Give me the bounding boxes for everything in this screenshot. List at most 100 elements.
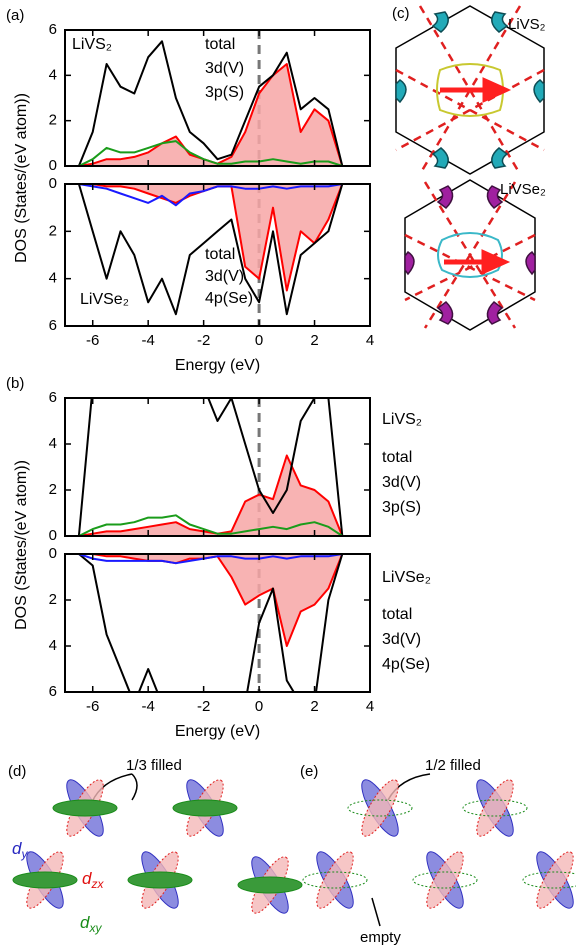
y-tick-label: 0 [49, 527, 57, 544]
x-tick-label: -2 [197, 698, 210, 715]
orbital-lobe [12, 871, 78, 889]
x-tick-label: -6 [86, 332, 99, 349]
y-axis-label: DOS (States/(eV atom)) [13, 460, 30, 630]
x-tick-label: -2 [197, 332, 210, 349]
material-label: LiVSe₂ [382, 569, 431, 586]
x-tick-label: 0 [255, 332, 263, 349]
x-tick-label: -4 [142, 332, 155, 349]
orbital-lobe [302, 871, 368, 889]
series-line [78, 140, 343, 166]
annotation: 1/3 filled [126, 757, 182, 774]
nesting-lines [404, 181, 536, 329]
orbital-label: dxy [80, 913, 102, 935]
orbital-lobe [347, 799, 413, 817]
orbital-lobe [462, 799, 528, 817]
series-line [78, 554, 343, 565]
central-pocket [436, 63, 504, 117]
legend-entry: total [205, 246, 235, 263]
y-tick-label: 0 [49, 545, 57, 562]
legend-entry: 4p(Se) [382, 656, 430, 673]
legend-entry: 3p(S) [382, 499, 421, 516]
fermi-pockets [404, 185, 536, 325]
legend-entry: 3d(V) [205, 60, 244, 77]
zone-boundary [404, 179, 536, 331]
orbital-site [522, 851, 576, 909]
material-label: LiVSe₂ [500, 181, 546, 198]
orbital-lobe [476, 779, 514, 837]
y-tick-label: 6 [49, 317, 57, 334]
orbital-site [412, 851, 478, 909]
x-tick-label: 4 [366, 332, 374, 349]
y-tick-label: 0 [49, 175, 57, 192]
y-tick-label: 6 [49, 389, 57, 406]
legend-entry: 3d(V) [382, 631, 421, 648]
legend-entry: 3d(V) [205, 268, 244, 285]
series-line [77, 398, 344, 536]
x-axis-label: Energy (eV) [175, 357, 260, 374]
orbital-lobe [52, 799, 118, 817]
orbital-lobe [237, 876, 303, 894]
orbital-lobe [316, 851, 354, 909]
orbital-subscript: xy [88, 921, 102, 935]
y-tick-label: 6 [49, 683, 57, 700]
panel-label: (b) [6, 375, 24, 392]
orbital-lobe [426, 851, 464, 909]
orbital-site [172, 779, 238, 837]
plot-frame [64, 397, 371, 537]
orbital-site [127, 851, 193, 909]
material-label: LiVS₂ [382, 411, 422, 428]
x-tick-label: -4 [142, 698, 155, 715]
orbital-lobe [522, 871, 576, 889]
series-line [77, 40, 344, 166]
panel-label: (d) [8, 763, 26, 780]
material-label: LiVS₂ [508, 16, 546, 33]
orbital-lobe [172, 799, 238, 817]
panel-label: (e) [300, 763, 318, 780]
series-line [78, 554, 344, 692]
annotation: empty [360, 929, 401, 946]
legend-entry: 4p(Se) [205, 290, 253, 307]
panel-label: (a) [6, 7, 24, 24]
orbital-site [347, 779, 413, 837]
y-tick-label: 2 [49, 222, 57, 239]
orbital-site [462, 779, 528, 837]
material-label: LiVSe₂ [80, 291, 129, 308]
series-line [78, 554, 344, 647]
x-tick-label: 2 [310, 332, 318, 349]
nesting-vector [440, 77, 512, 103]
x-tick-label: 0 [255, 698, 263, 715]
orbital-lobe [536, 851, 574, 909]
legend-entry: total [382, 449, 412, 466]
orbital-panels: (d) 1/3 filled dyz dzx dxy (e) 1/2 fille… [8, 757, 576, 946]
series-line [78, 454, 344, 536]
x-axis-label: Energy (eV) [175, 723, 260, 740]
plot-frame [64, 29, 371, 167]
orbital-site [52, 779, 118, 837]
plot-area [77, 184, 344, 326]
dos-charts: 0 2 4 6 (a) DOS (States/(eV atom)) LiVS₂ total 3… [6, 7, 431, 740]
plot-area [77, 30, 344, 166]
panel-label: (c) [392, 5, 410, 22]
nesting-lines [395, 5, 545, 175]
chart: 0 2 4 6 -6 -4 -2 0 2 4 Energy (eV) LiVSe₂ total 3d(V)… [49, 175, 375, 374]
fermi-pockets [395, 11, 545, 169]
plot-area [77, 398, 344, 536]
orbital-site [12, 851, 78, 909]
chart: 0 2 4 6 -6 -4 -2 0 2 4 Energy (eV) LiVSe₂ total 3d(V)… [49, 545, 431, 740]
plot-area [78, 554, 344, 692]
x-tick-label: 2 [310, 698, 318, 715]
y-tick-label: 4 [49, 66, 57, 83]
y-tick-label: 4 [49, 270, 57, 287]
annotation: 1/2 filled [425, 757, 481, 774]
orbital-lobe [361, 779, 399, 837]
chart: 0 2 4 6 (a) DOS (States/(eV atom)) LiVS₂ total 3… [6, 7, 371, 263]
material-label: LiVS₂ [72, 36, 112, 53]
nesting-vector [444, 249, 511, 275]
orbital-symbol: d [80, 913, 90, 932]
legend-entry: 3d(V) [382, 474, 421, 491]
leader-line [371, 897, 381, 927]
x-tick-label: -6 [86, 698, 99, 715]
orbital-subscript: zx [90, 877, 104, 891]
y-tick-label: 2 [49, 481, 57, 498]
